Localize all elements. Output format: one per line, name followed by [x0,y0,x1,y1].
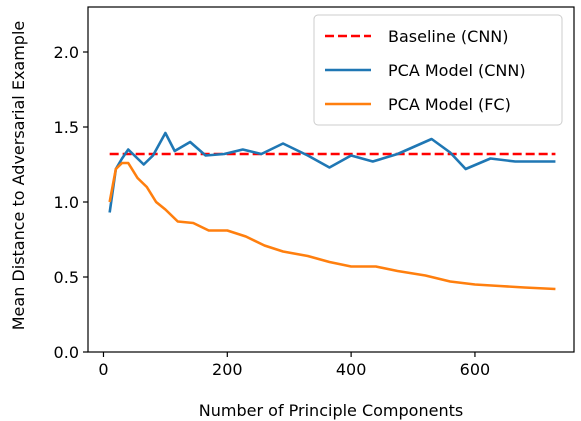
x-tick-label: 600 [460,360,491,379]
plot-frame [87,6,575,353]
legend-label-2: PCA Model (CNN) [388,61,526,80]
legend-label-3: PCA Model (FC) [388,95,511,114]
y-tick-label: 2.0 [54,43,79,62]
y-tick-label: 0.0 [54,343,79,362]
y-axis-label: Mean Distance to Adversarial Example [9,21,28,331]
y-tick-label: 0.5 [54,268,79,287]
x-tick-label: 200 [212,360,243,379]
x-axis-label: Number of Principle Components [199,401,463,420]
series-line-3 [108,161,556,291]
series-line-2 [108,131,556,213]
series-layer [108,131,556,291]
y-tick-label: 1.0 [54,193,79,212]
legend-box [313,14,563,126]
x-tick-label: 400 [336,360,367,379]
x-axis-ticks: 0 200 400 600 [98,352,490,379]
y-tick-label: 1.5 [54,118,79,137]
y-axis-ticks: 0.0 0.5 1.0 1.5 2.0 [54,43,88,362]
legend: Baseline (CNN) PCA Model (CNN) PCA Model (… [313,14,563,126]
x-tick-label: 0 [98,360,108,379]
legend-label-1: Baseline (CNN) [388,27,509,46]
